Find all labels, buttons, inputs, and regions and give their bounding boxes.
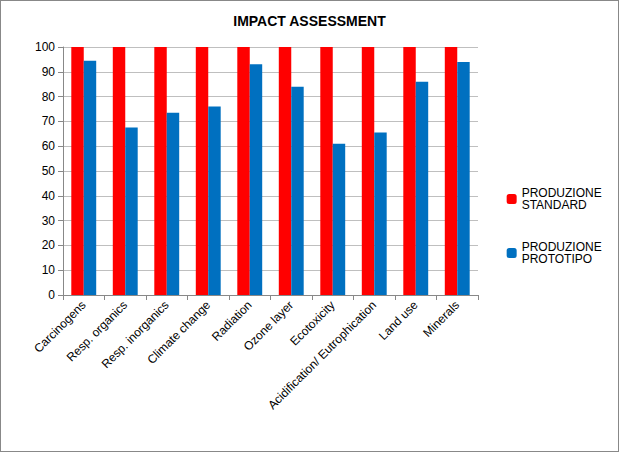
svg-text:Ozone layer: Ozone layer <box>241 298 297 354</box>
svg-text:50: 50 <box>42 164 56 178</box>
svg-text:Resp. organics: Resp. organics <box>63 298 131 365</box>
svg-text:Radiation: Radiation <box>209 298 255 344</box>
svg-text:60: 60 <box>42 139 56 153</box>
svg-text:40: 40 <box>42 189 56 203</box>
svg-text:PROTOTIPO: PROTOTIPO <box>522 252 592 266</box>
svg-text:100: 100 <box>35 40 55 54</box>
svg-text:Climate change: Climate change <box>144 298 213 367</box>
svg-text:80: 80 <box>42 90 56 104</box>
svg-text:10: 10 <box>42 263 56 277</box>
svg-text:IMPACT ASSESSMENT: IMPACT ASSESSMENT <box>233 13 386 29</box>
svg-text:30: 30 <box>42 214 56 228</box>
svg-text:PRODUZIONE: PRODUZIONE <box>521 186 605 200</box>
svg-text:90: 90 <box>42 65 56 79</box>
svg-text:STANDARD: STANDARD <box>522 198 587 212</box>
svg-text:PRODUZIONE: PRODUZIONE <box>521 240 605 254</box>
svg-text:0: 0 <box>48 288 55 302</box>
svg-text:20: 20 <box>42 238 56 252</box>
svg-text:Acidification/ Eutrophication: Acidification/ Eutrophication <box>265 298 379 412</box>
svg-text:Ecotoxicity: Ecotoxicity <box>287 298 338 349</box>
svg-text:70: 70 <box>42 114 56 128</box>
svg-text:Land use: Land use <box>376 298 421 343</box>
svg-text:Carcinogens: Carcinogens <box>31 298 89 356</box>
svg-text:Minerals: Minerals <box>420 298 462 340</box>
svg-text:Resp. inorganics: Resp. inorganics <box>98 298 172 372</box>
